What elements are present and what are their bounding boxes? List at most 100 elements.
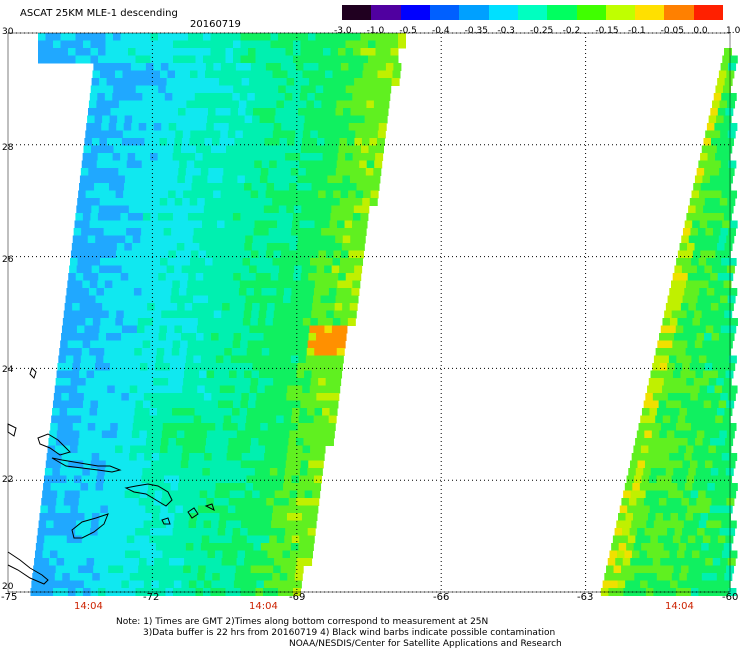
wind-cell: [94, 490, 103, 499]
wind-cell: [70, 445, 79, 454]
wind-cell: [163, 288, 172, 296]
wind-cell: [207, 235, 216, 244]
wind-cell: [671, 310, 680, 319]
wind-cell: [101, 243, 110, 251]
wind-cell: [643, 468, 652, 476]
wind-cell: [704, 265, 713, 274]
wind-cell: [241, 333, 250, 341]
wind-cell: [662, 385, 671, 394]
wind-cell: [285, 55, 294, 64]
wind-cell: [378, 63, 387, 71]
wind-cell: [200, 355, 209, 364]
wind-cell: [78, 498, 87, 506]
wind-cell: [274, 430, 283, 439]
wind-cell: [272, 318, 281, 326]
wind-cell: [177, 423, 186, 431]
wind-cell: [107, 70, 116, 79]
wind-cell: [721, 258, 730, 266]
wind-cell: [248, 55, 256, 64]
wind-cell: [136, 453, 145, 461]
wind-cell: [271, 513, 280, 521]
wind-cell: [103, 355, 112, 364]
wind-cell: [124, 115, 133, 124]
wind-cell: [64, 558, 73, 566]
wind-cell: [300, 400, 309, 409]
wind-cell: [325, 63, 334, 71]
wind-cell: [152, 318, 161, 326]
wind-cell: [167, 130, 176, 139]
wind-cell: [89, 160, 98, 169]
wind-cell: [76, 205, 85, 214]
wind-cell: [263, 33, 271, 41]
wind-cell: [84, 453, 93, 461]
wind-cell: [49, 550, 58, 559]
wind-cell: [151, 265, 160, 274]
wind-cell: [145, 63, 154, 71]
wind-cell: [664, 340, 673, 349]
wind-cell: [232, 408, 241, 416]
wind-cell: [329, 408, 338, 416]
wind-cell: [132, 363, 141, 371]
wind-cell: [186, 100, 195, 109]
wind-cell: [115, 70, 124, 79]
wind-cell: [218, 85, 227, 94]
wind-cell: [723, 280, 732, 289]
wind-cell: [704, 168, 713, 176]
wind-cell: [172, 93, 181, 101]
wind-cell: [681, 565, 690, 574]
wind-cell: [191, 183, 200, 191]
wind-cell: [68, 33, 76, 41]
wind-cell: [697, 460, 706, 469]
wind-cell: [721, 520, 730, 529]
wind-cell: [331, 333, 340, 341]
wind-cell: [634, 573, 643, 581]
wind-cell: [276, 288, 285, 296]
wind-cell: [263, 145, 272, 154]
wind-cell: [269, 220, 278, 229]
wind-cell: [328, 228, 337, 236]
wind-cell: [299, 220, 308, 229]
wind-cell: [157, 408, 166, 416]
wind-cell: [81, 288, 90, 296]
wind-cell: [687, 505, 696, 514]
wind-cell: [305, 423, 314, 431]
wind-cell: [82, 213, 91, 221]
wind-cell: [672, 535, 681, 544]
wind-cell: [229, 175, 238, 184]
wind-cell: [223, 288, 232, 296]
wind-cell: [160, 258, 169, 266]
wind-cell: [271, 580, 280, 589]
wind-cell: [303, 310, 312, 319]
wind-cell: [316, 78, 325, 86]
wind-cell: [235, 318, 244, 326]
wind-cell: [177, 235, 186, 244]
wind-cell: [353, 85, 362, 94]
wind-cell: [195, 528, 204, 536]
wind-cell: [253, 168, 262, 176]
wind-cell: [384, 78, 393, 86]
wind-cell: [688, 468, 697, 476]
wind-cell: [124, 370, 133, 379]
wind-cell: [130, 438, 139, 446]
wind-cell: [693, 445, 702, 454]
wind-cell: [301, 145, 310, 154]
wind-cell: [68, 273, 77, 281]
wind-cell: [176, 183, 185, 191]
wind-cell: [689, 363, 698, 371]
wind-cell: [151, 453, 160, 461]
wind-cell: [53, 460, 62, 469]
wind-cell: [310, 70, 319, 79]
wind-cell: [109, 303, 118, 311]
wind-cell: [283, 288, 292, 296]
wind-cell: [104, 348, 113, 356]
wind-cell: [264, 198, 273, 206]
wind-cell: [196, 520, 205, 529]
wind-cell: [265, 565, 274, 574]
wind-cell: [226, 265, 235, 274]
wind-cell: [189, 325, 198, 334]
wind-cell: [333, 63, 342, 71]
wind-cell: [288, 190, 297, 199]
wind-cell: [243, 63, 252, 71]
wind-cell: [195, 460, 204, 469]
wind-cell: [166, 78, 175, 86]
